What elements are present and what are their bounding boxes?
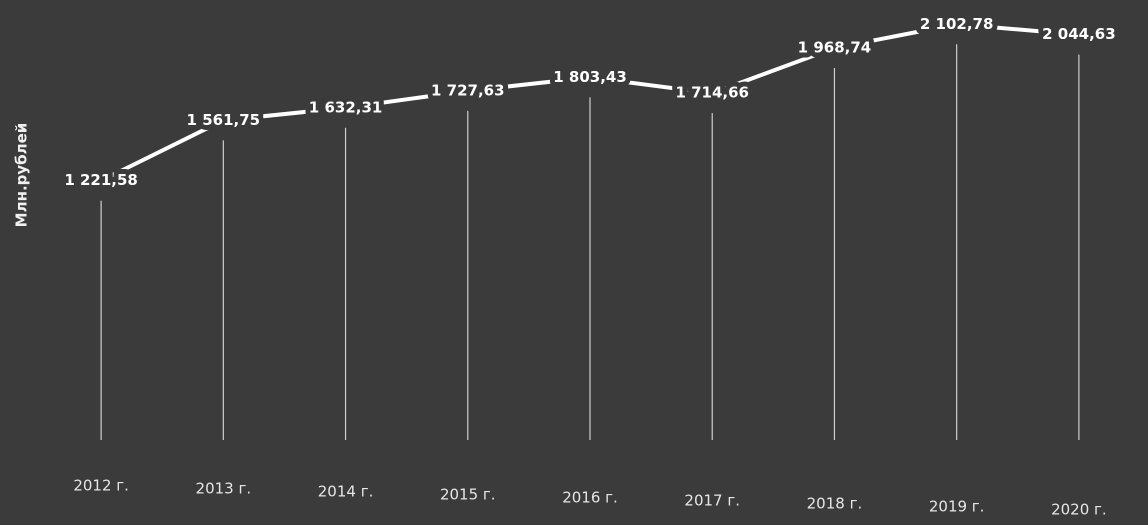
x-tick-label: 2020 г. bbox=[1051, 501, 1107, 519]
y-axis-label: Млн.рублей bbox=[13, 123, 31, 228]
x-tick-label: 2015 г. bbox=[440, 486, 496, 504]
x-tick-label: 2019 г. bbox=[929, 498, 985, 516]
x-tick-label: 2018 г. bbox=[807, 495, 863, 513]
value-label: 1 968,74 bbox=[798, 39, 872, 57]
value-label: 1 727,63 bbox=[431, 81, 505, 99]
x-tick-label: 2013 г. bbox=[196, 480, 252, 498]
x-tick-label: 2014 г. bbox=[318, 483, 374, 501]
value-label: 2 102,78 bbox=[920, 15, 994, 33]
value-label: 1 221,58 bbox=[64, 171, 138, 189]
x-tick-label: 2012 г. bbox=[73, 477, 129, 495]
value-label: 1 803,43 bbox=[553, 68, 627, 86]
value-label: 2 044,63 bbox=[1042, 25, 1116, 43]
value-label: 1 714,66 bbox=[675, 84, 749, 102]
value-label: 1 632,31 bbox=[309, 98, 383, 116]
x-tick-label: 2017 г. bbox=[684, 492, 740, 510]
x-tick-label: 2016 г. bbox=[562, 489, 618, 507]
value-label: 1 561,75 bbox=[187, 111, 261, 129]
data-line bbox=[100, 22, 1080, 183]
